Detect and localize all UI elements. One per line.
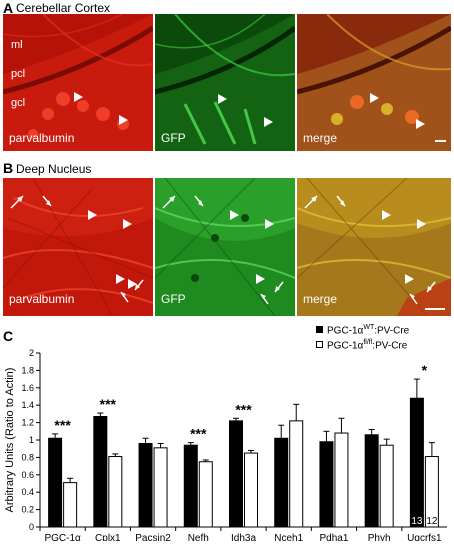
- panel-b-merge-image: merge: [297, 178, 451, 316]
- panel-c-letter: C: [3, 328, 14, 344]
- bar-wt: [319, 441, 334, 528]
- bar-chart: 0 0.2 0.4 0.6 0.8 1 1.2 1.4 1.6 1.8 2 Arbitrary Uni…: [0, 335, 454, 544]
- bar-fl: [153, 447, 168, 528]
- panel-b-parvalbumin-image: parvalbumin: [3, 178, 153, 316]
- bar-wt: [93, 416, 108, 528]
- bar-fl: [198, 461, 213, 528]
- y-tick-label: 0.4: [21, 487, 34, 497]
- legend-swatch-fl: [316, 340, 323, 348]
- panel-b-parvalbumin-label: parvalbumin: [9, 292, 75, 306]
- bar-wt: [183, 444, 198, 528]
- panel-b-title: Deep Nucleus: [16, 162, 92, 176]
- bar-wt: [364, 434, 379, 528]
- legend-label-wt: PGC-1αWT:PV-Cre: [327, 324, 410, 337]
- bar-fl: [63, 482, 78, 528]
- bar-fl: [379, 444, 394, 528]
- y-tick-label: 1.2: [21, 418, 34, 428]
- n-label-fl: 12: [426, 516, 438, 527]
- y-tick-label: 1.6: [21, 383, 34, 393]
- y-tick-label: 0.2: [21, 505, 34, 515]
- y-tick-label: 0.8: [21, 452, 34, 462]
- panel-b-gfp-label: GFP: [161, 292, 186, 306]
- panel-a-title: Cerebellar Cortex: [16, 1, 111, 15]
- legend-label-fl: PGC-1αfl/fl:PV-Cre: [327, 339, 408, 352]
- panel-a-parvalbumin-image: ml pcl gcl parvalbumin: [3, 14, 153, 151]
- legend-item-wt: PGC-1αWT:PV-Cre: [316, 322, 409, 336]
- n-label-wt: 13: [411, 516, 423, 527]
- panel-b-letter: B: [3, 160, 14, 176]
- bar-wt: [48, 437, 63, 528]
- significance-label: ***: [190, 426, 207, 442]
- legend-swatch-wt: [316, 325, 323, 333]
- y-tick-label: 2: [29, 348, 34, 358]
- x-tick-label: Pacsin2: [135, 533, 171, 541]
- x-tick-label: Nceh1: [274, 533, 303, 541]
- panel-a-gfp-image: GFP: [155, 14, 295, 151]
- y-tick-label: 0.6: [21, 470, 34, 480]
- y-tick-label: 0: [29, 522, 34, 532]
- panel-a-merge-label: merge: [303, 131, 338, 145]
- bar-fl: [108, 456, 123, 528]
- bar-wt: [409, 397, 424, 528]
- bar-wt: [229, 420, 243, 528]
- legend-item-fl: PGC-1αfl/fl:PV-Cre: [316, 337, 407, 351]
- significance-label: ***: [235, 401, 252, 417]
- layer-label-pcl: pcl: [11, 68, 26, 80]
- panel-a-letter: A: [3, 0, 14, 16]
- x-tick-label: Pdha1: [319, 533, 348, 541]
- bar-fl: [289, 420, 304, 528]
- panel-b-gfp-image: GFP: [155, 178, 295, 316]
- x-tick-label: Phyh: [368, 533, 391, 541]
- panel-b-merge-label: merge: [303, 292, 338, 306]
- x-tick-label: Uqcrfs1: [407, 533, 442, 541]
- bar-fl: [244, 452, 258, 528]
- significance-label: *: [422, 362, 428, 378]
- bar-fl: [334, 432, 349, 528]
- x-tick-label: Idh3a: [231, 533, 256, 541]
- y-axis-label: Arbitrary Units (Ratio to Actin): [4, 368, 16, 513]
- bar-wt: [138, 442, 153, 528]
- panel-a-gfp-label: GFP: [161, 131, 186, 145]
- y-tick-label: 1.4: [21, 400, 34, 410]
- x-tick-label: PGC-1α: [44, 533, 81, 541]
- bar-chart-svg: 0 0.2 0.4 0.6 0.8 1 1.2 1.4 1.6 1.8 2 Arbitrary Uni…: [4, 348, 447, 544]
- layer-label-gcl: gcl: [11, 97, 26, 109]
- x-tick-label: Cplx1: [95, 533, 121, 541]
- layer-label-ml: ml: [11, 39, 23, 51]
- significance-label: ***: [54, 417, 71, 433]
- y-tick-label: 1: [29, 435, 34, 445]
- significance-label: ***: [100, 396, 117, 412]
- bar-wt: [274, 437, 289, 528]
- panel-a-parvalbumin-label: parvalbumin: [9, 131, 75, 145]
- panel-a-merge-image: merge: [297, 14, 451, 151]
- x-tick-label: Nefh: [188, 533, 209, 541]
- y-tick-label: 1.8: [21, 365, 34, 375]
